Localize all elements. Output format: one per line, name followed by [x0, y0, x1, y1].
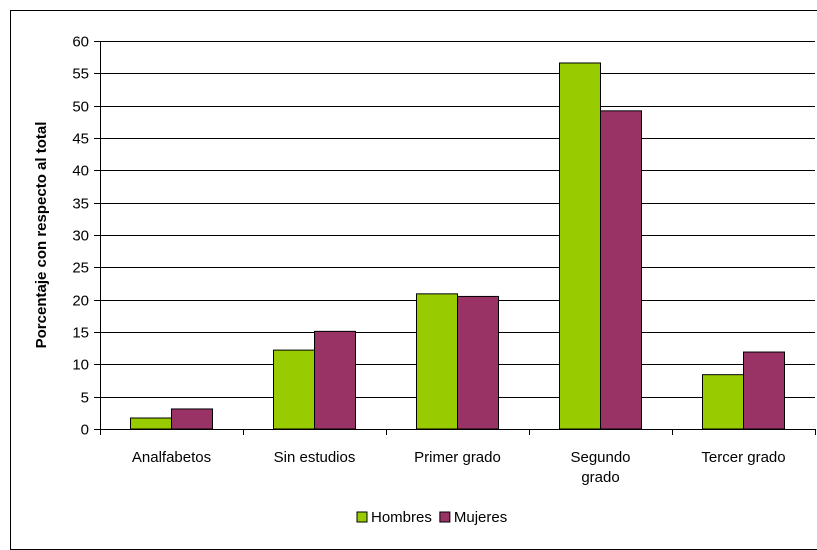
bars	[130, 62, 785, 430]
x-category-label: Segundo	[570, 449, 630, 466]
y-tick-label: 10	[72, 357, 89, 374]
x-category-label: Sin estudios	[274, 449, 356, 466]
x-category-label: Primer grado	[414, 449, 501, 466]
y-tick-label: 35	[72, 196, 89, 213]
bar-hombres-4	[702, 374, 744, 430]
axes: 0 5 10 15 20 25 30 35 40 45 50 55 60 Analfabetos Sin e…	[72, 34, 816, 486]
bar-mujeres-1	[314, 330, 356, 430]
bar-hombres-3	[559, 62, 601, 430]
legend-swatch-hombres	[356, 511, 368, 523]
bar-chart: 0 5 10 15 20 25 30 35 40 45 50 55 60 Analfabetos Sin e…	[33, 34, 816, 526]
y-tick-label: 40	[72, 163, 89, 180]
legend: Hombres Mujeres	[356, 509, 507, 526]
bar-hombres-1	[273, 349, 315, 430]
legend-label-hombres: Hombres	[371, 509, 432, 526]
y-tick-label: 20	[72, 293, 89, 310]
y-tick-label: 25	[72, 260, 89, 277]
y-tick-label: 5	[81, 390, 89, 407]
bar-mujeres-3	[600, 110, 642, 430]
y-tick-label: 50	[72, 99, 89, 116]
y-tick-label: 60	[72, 34, 89, 51]
bar-mujeres-2	[457, 295, 499, 430]
x-category-label: Analfabetos	[132, 449, 211, 466]
legend-label-mujeres: Mujeres	[454, 509, 507, 526]
y-tick-label: 45	[72, 131, 89, 148]
bar-hombres-0	[130, 417, 172, 430]
y-tick-label: 30	[72, 228, 89, 245]
y-tick-label: 15	[72, 325, 89, 342]
x-category-label: grado	[581, 469, 619, 486]
bar-mujeres-0	[171, 408, 213, 430]
y-tick-label: 0	[81, 422, 89, 439]
x-category-label: Tercer grado	[701, 449, 785, 466]
y-axis-title: Porcentaje con respecto al total	[33, 122, 50, 349]
legend-swatch-mujeres	[439, 511, 451, 523]
bar-mujeres-4	[743, 351, 785, 430]
y-tick-label: 55	[72, 66, 89, 83]
bar-hombres-2	[416, 293, 458, 430]
